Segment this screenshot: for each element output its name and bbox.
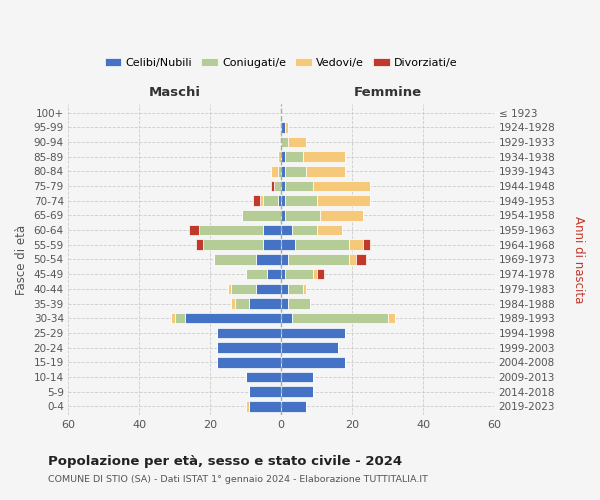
Bar — [217, 342, 281, 353]
Bar — [245, 401, 249, 411]
Bar — [281, 122, 285, 132]
Bar — [349, 240, 363, 250]
Bar — [274, 180, 281, 192]
Bar — [217, 357, 281, 368]
Bar — [232, 284, 256, 294]
Bar — [281, 136, 289, 147]
Bar — [313, 269, 317, 280]
Bar — [232, 298, 235, 309]
Bar — [245, 269, 267, 280]
Bar — [388, 313, 395, 324]
Bar — [302, 152, 345, 162]
Bar — [320, 210, 363, 220]
Bar — [228, 284, 232, 294]
Bar — [171, 313, 175, 324]
Bar — [317, 225, 341, 235]
Text: Popolazione per età, sesso e stato civile - 2024: Popolazione per età, sesso e stato civil… — [48, 455, 402, 468]
Bar — [278, 166, 281, 176]
Bar — [285, 196, 317, 206]
Bar — [249, 386, 281, 397]
Bar — [285, 166, 306, 176]
Bar — [281, 313, 292, 324]
Bar — [263, 196, 278, 206]
Bar — [292, 313, 388, 324]
Bar — [214, 254, 256, 264]
Y-axis label: Fasce di età: Fasce di età — [15, 224, 28, 294]
Bar — [235, 298, 249, 309]
Bar — [317, 196, 370, 206]
Bar — [289, 284, 302, 294]
Bar — [256, 254, 281, 264]
Bar — [363, 240, 370, 250]
Bar — [249, 298, 281, 309]
Bar — [281, 269, 285, 280]
Bar — [281, 254, 289, 264]
Y-axis label: Anni di nascita: Anni di nascita — [572, 216, 585, 303]
Bar — [289, 136, 306, 147]
Bar — [289, 298, 310, 309]
Bar — [271, 166, 278, 176]
Bar — [281, 152, 285, 162]
Bar — [245, 372, 281, 382]
Bar — [175, 313, 185, 324]
Bar — [302, 284, 306, 294]
Bar — [217, 328, 281, 338]
Bar — [289, 254, 349, 264]
Bar — [281, 225, 292, 235]
Bar — [281, 386, 313, 397]
Bar — [285, 152, 302, 162]
Bar — [281, 196, 285, 206]
Bar — [285, 269, 313, 280]
Bar — [263, 240, 281, 250]
Bar — [285, 122, 289, 132]
Bar — [281, 328, 345, 338]
Bar — [313, 180, 370, 192]
Legend: Celibi/Nubili, Coniugati/e, Vedovi/e, Divorziati/e: Celibi/Nubili, Coniugati/e, Vedovi/e, Di… — [100, 53, 462, 72]
Bar — [189, 225, 199, 235]
Bar — [249, 401, 281, 411]
Bar — [317, 269, 324, 280]
Bar — [256, 284, 281, 294]
Bar — [281, 342, 338, 353]
Bar — [281, 166, 285, 176]
Bar — [263, 225, 281, 235]
Bar — [281, 210, 285, 220]
Bar — [281, 298, 289, 309]
Bar — [196, 240, 203, 250]
Bar — [260, 196, 263, 206]
Bar — [349, 254, 356, 264]
Bar — [356, 254, 367, 264]
Bar — [292, 225, 317, 235]
Bar — [285, 210, 320, 220]
Bar — [185, 313, 281, 324]
Bar — [203, 240, 263, 250]
Bar — [271, 180, 274, 192]
Bar — [242, 210, 281, 220]
Bar — [295, 240, 349, 250]
Bar — [281, 240, 295, 250]
Bar — [199, 225, 263, 235]
Bar — [278, 196, 281, 206]
Bar — [281, 372, 313, 382]
Text: Maschi: Maschi — [149, 86, 200, 100]
Bar — [253, 196, 260, 206]
Bar — [281, 401, 306, 411]
Bar — [281, 180, 285, 192]
Text: Femmine: Femmine — [354, 86, 422, 100]
Bar — [267, 269, 281, 280]
Text: COMUNE DI STIO (SA) - Dati ISTAT 1° gennaio 2024 - Elaborazione TUTTITALIA.IT: COMUNE DI STIO (SA) - Dati ISTAT 1° genn… — [48, 475, 428, 484]
Bar — [281, 284, 289, 294]
Bar — [278, 152, 281, 162]
Bar — [285, 180, 313, 192]
Bar — [281, 357, 345, 368]
Bar — [306, 166, 345, 176]
